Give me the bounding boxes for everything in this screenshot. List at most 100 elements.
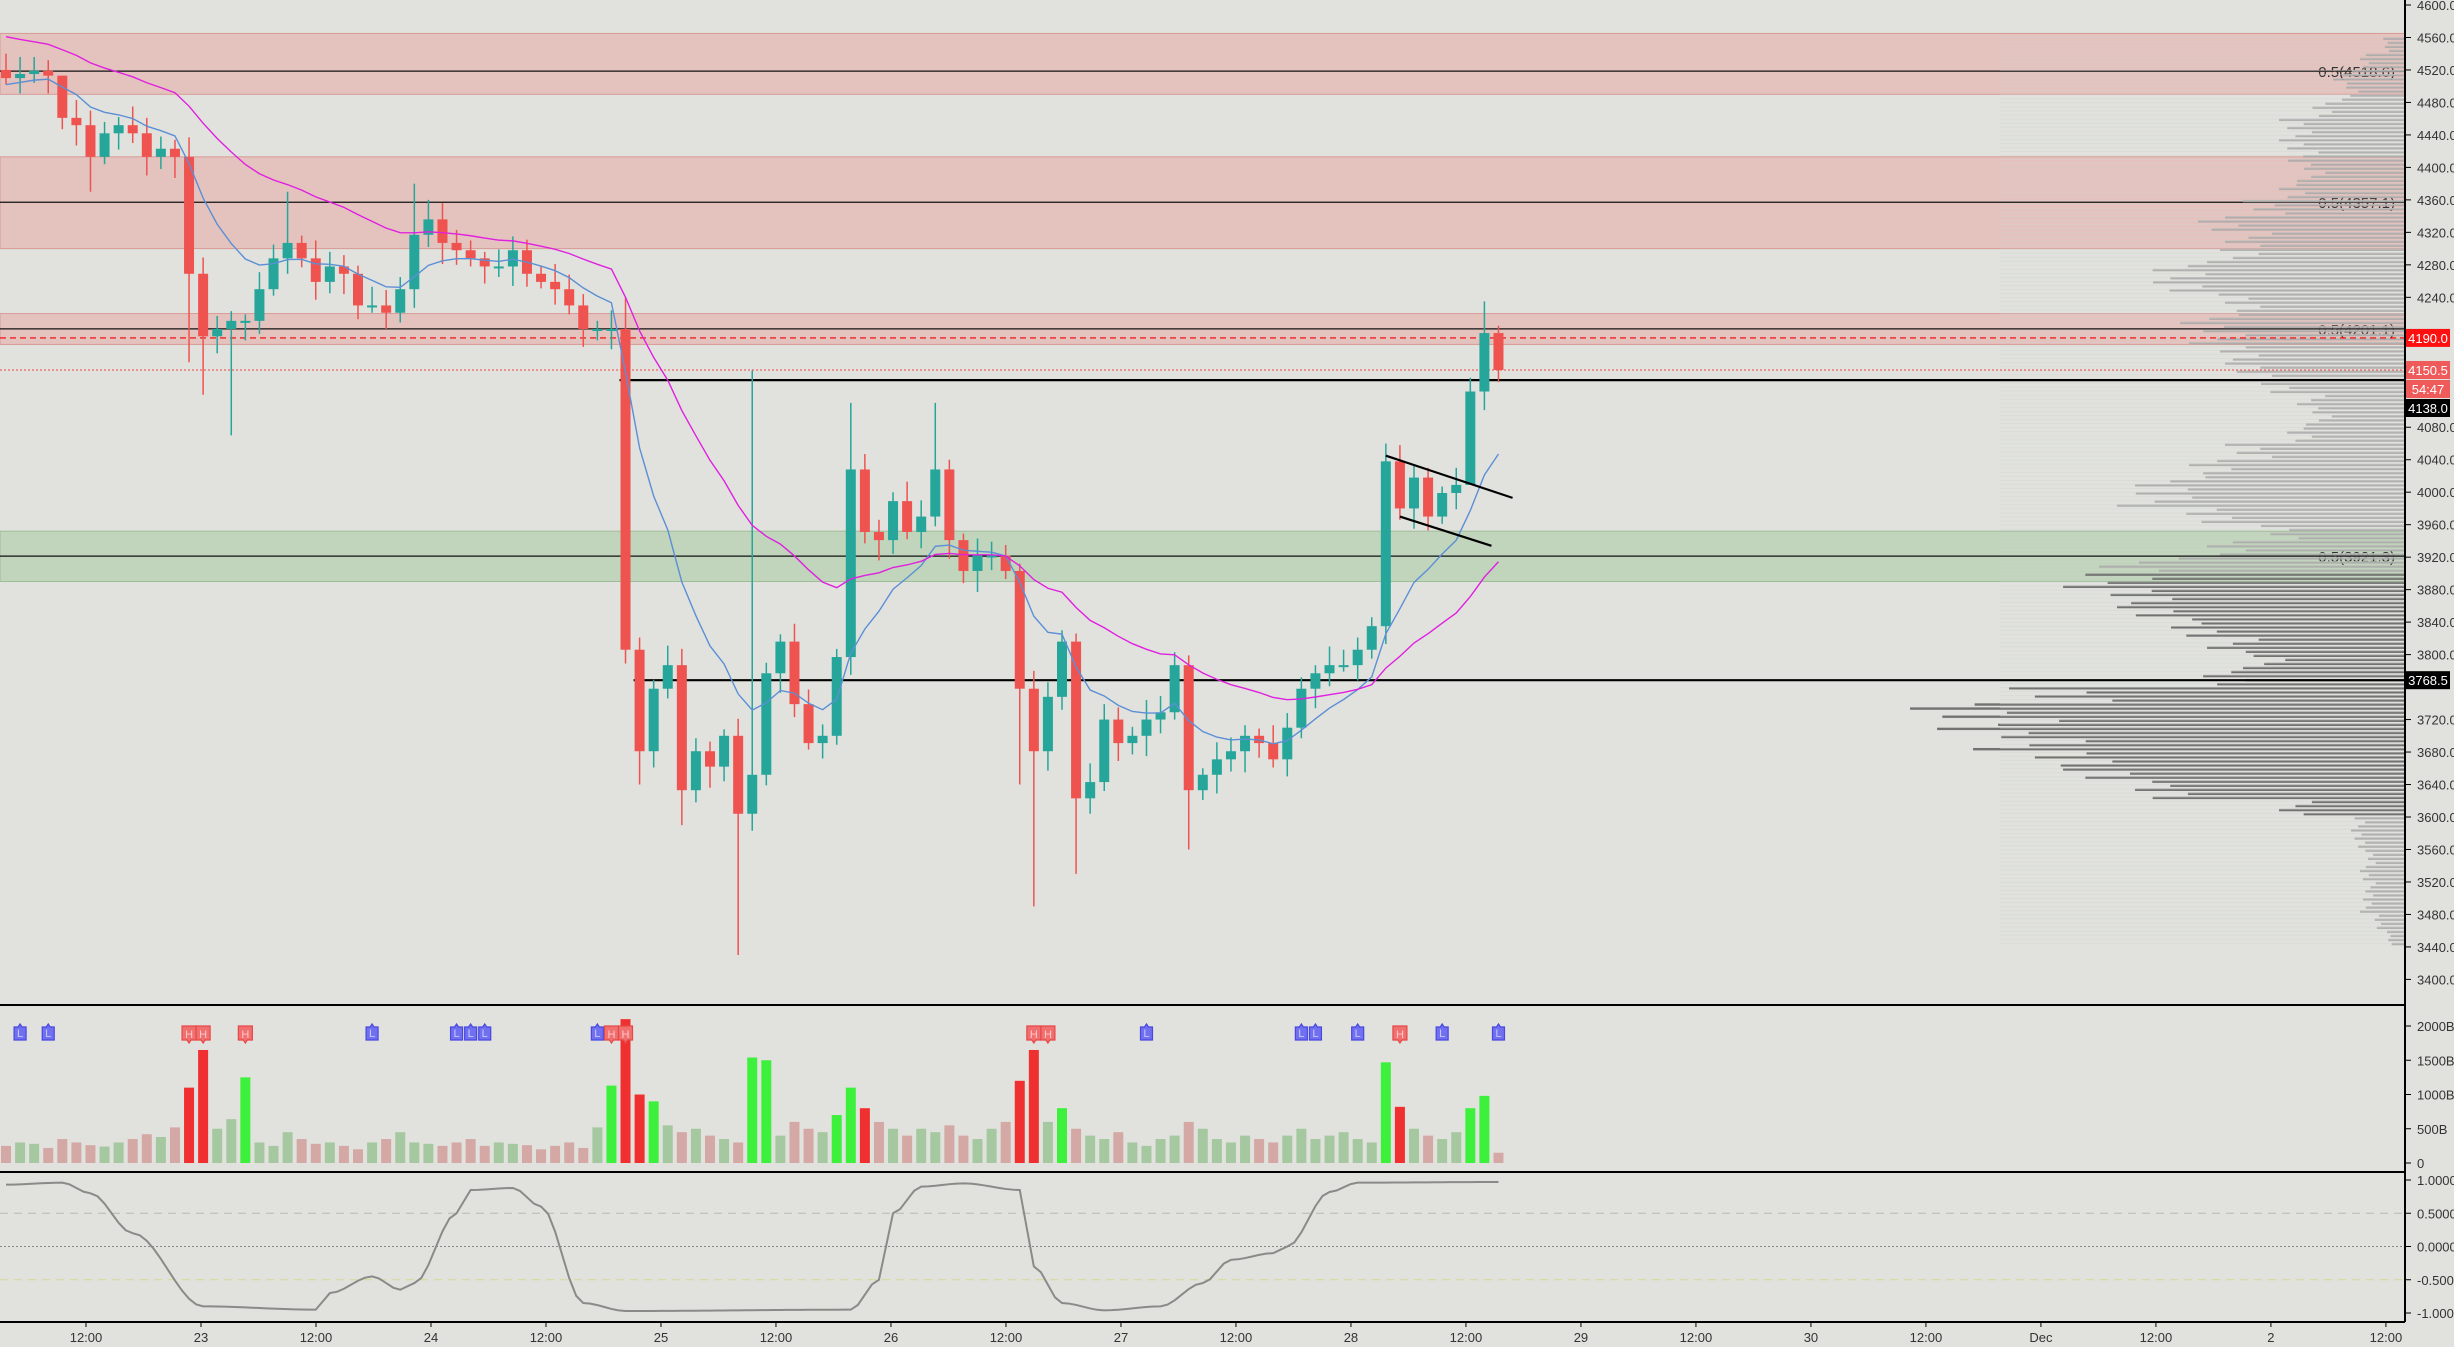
volume-bar xyxy=(620,1019,631,1163)
volume-bar xyxy=(1014,1080,1025,1163)
volume-profile-grid xyxy=(2000,118,2405,120)
volume-profile-bar xyxy=(2289,528,2405,532)
volume-profile-grid xyxy=(2000,53,2405,55)
candle xyxy=(1282,713,1293,777)
volume-profile-grid xyxy=(2000,780,2405,782)
candle xyxy=(1155,696,1166,734)
volume-profile-bar xyxy=(2152,780,2405,783)
volume-profile-grid xyxy=(2000,768,2405,770)
volume-profile-grid xyxy=(2000,605,2405,607)
volume-bar xyxy=(817,1132,828,1163)
arrow-up-icon xyxy=(1294,1022,1308,1041)
volume-profile-grid xyxy=(2000,829,2405,830)
low-signal-marker: L xyxy=(41,1022,55,1041)
volume-profile-grid xyxy=(2000,443,2405,445)
volume-profile-grid xyxy=(2000,317,2405,319)
volume-profile-bar xyxy=(2318,406,2405,410)
volume-profile-grid xyxy=(2000,325,2405,327)
volume-profile-bar xyxy=(2270,390,2405,394)
volume-profile-grid xyxy=(2000,646,2405,648)
volume-profile-bar xyxy=(2295,439,2405,442)
candle xyxy=(254,272,265,334)
time-tick-label: 25 xyxy=(654,1330,668,1345)
volume-bar xyxy=(1409,1128,1419,1163)
volume-profile-bar xyxy=(2231,670,2405,674)
candle-body xyxy=(1000,555,1011,571)
arrow-down-icon xyxy=(237,1025,253,1045)
volume-profile-bar xyxy=(2310,163,2405,166)
volume-profile-grid xyxy=(2000,57,2405,59)
volume-profile-grid xyxy=(2000,735,2405,737)
volume-profile-bar xyxy=(2169,289,2405,292)
volume-profile-grid xyxy=(2000,216,2405,217)
candle xyxy=(169,139,180,178)
candle-body xyxy=(873,531,884,541)
volume-profile-grid xyxy=(2000,378,2405,380)
candle-body xyxy=(254,289,265,321)
volume-profile-grid xyxy=(2000,102,2405,104)
volume-bar xyxy=(423,1143,434,1163)
candle-body xyxy=(1493,333,1504,370)
volume-profile-bar xyxy=(2217,459,2405,463)
volume-profile-bar xyxy=(2152,577,2405,580)
volume-bar xyxy=(465,1139,476,1163)
volume-bar xyxy=(873,1121,884,1163)
arrow-up-icon xyxy=(1351,1022,1365,1041)
volume-bar xyxy=(395,1132,406,1163)
candle-body xyxy=(1268,743,1279,760)
volume-profile-bar xyxy=(2333,78,2405,81)
volume-profile-grid xyxy=(2000,849,2405,851)
volume-profile-grid xyxy=(2000,398,2405,400)
volume-profile-bar xyxy=(2365,841,2405,844)
candle-body xyxy=(1183,665,1194,791)
volume-profile-grid xyxy=(2000,475,2405,477)
volume-profile-bar xyxy=(2225,216,2405,219)
price-tick-label: 4000.0 xyxy=(2417,485,2454,500)
volume-profile-grid xyxy=(2000,764,2405,766)
volume-profile-grid xyxy=(2000,520,2405,522)
candle xyxy=(29,56,40,83)
osc-tick-label: 1.0000 xyxy=(2417,1173,2454,1188)
volume-bar xyxy=(282,1132,293,1163)
candle-body xyxy=(1155,712,1166,720)
volume-profile-grid xyxy=(2000,784,2405,786)
volume-profile-grid xyxy=(2000,512,2405,514)
volume-profile-grid xyxy=(2000,524,2405,526)
volume-profile-bar xyxy=(2318,419,2405,422)
volume-profile-grid xyxy=(2000,670,2405,672)
volume-profile-grid xyxy=(2000,390,2405,392)
candle xyxy=(1493,325,1504,383)
volume-profile-grid xyxy=(2000,151,2405,152)
volume-profile-grid xyxy=(2000,471,2405,473)
volume-profile-bar xyxy=(2303,155,2405,158)
volume-profile-bar xyxy=(2373,894,2405,897)
candle-body xyxy=(1113,719,1124,744)
volume-bar xyxy=(1310,1139,1321,1163)
arrow-down-icon xyxy=(1040,1025,1056,1045)
volume-profile-grid xyxy=(2000,394,2405,396)
volume-profile-bar xyxy=(2170,277,2405,280)
volume-profile-bar xyxy=(2306,423,2405,426)
low-signal-marker: L xyxy=(464,1022,478,1041)
volume-profile-bar xyxy=(2060,764,2405,767)
volume-profile-bar xyxy=(2192,496,2405,499)
price-tick-label: 4440.0 xyxy=(2417,128,2454,143)
signal-label: L xyxy=(1439,1028,1445,1040)
volume-bar xyxy=(184,1087,195,1163)
volume-profile-grid xyxy=(2000,406,2405,408)
volume-bar xyxy=(536,1149,547,1163)
volume-profile-grid xyxy=(2000,370,2405,372)
volume-bar xyxy=(310,1143,321,1163)
price-tags: 4190.0 4150.5 54:47 4138.0 3768.5 xyxy=(2406,328,2450,690)
volume-profile-grid xyxy=(2000,650,2405,652)
volume-profile-grid xyxy=(2000,236,2405,238)
volume-profile-grid xyxy=(2000,69,2405,71)
volume-profile-bar xyxy=(2296,183,2405,187)
volume-profile-bar xyxy=(2086,691,2405,694)
volume-profile-grid xyxy=(2000,455,2405,457)
time-tick-label: 12:00 xyxy=(1680,1330,1713,1345)
price-tag-label: 4150.5 xyxy=(2408,363,2448,378)
volume-profile-bar xyxy=(2219,248,2405,251)
